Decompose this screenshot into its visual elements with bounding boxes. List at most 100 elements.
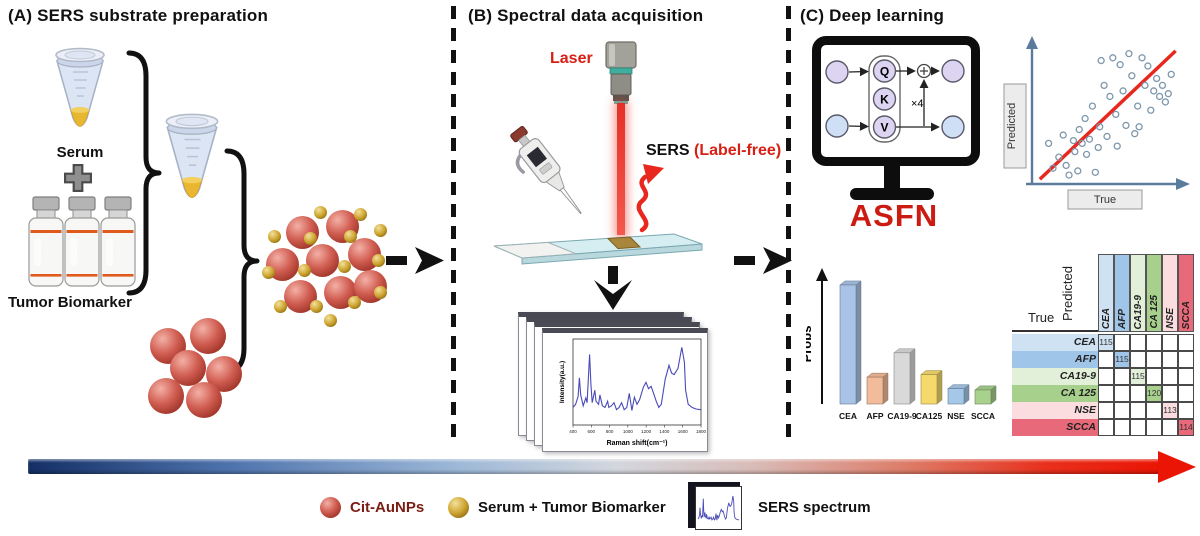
- matrix-row-label: SCCA: [1066, 421, 1096, 433]
- gold-nanoparticle: [274, 300, 287, 313]
- red-nanoparticle: [306, 244, 339, 277]
- gold-sphere-icon: [448, 497, 469, 518]
- input-node: [825, 114, 849, 138]
- sers-labelfree-label: SERS (Label-free): [646, 142, 781, 160]
- matrix-row-label: AFP: [1075, 353, 1096, 365]
- matrix-col-header: NSE: [1162, 254, 1178, 332]
- gold-nanoparticle: [338, 260, 351, 273]
- gold-nanoparticle: [268, 230, 281, 243]
- laser-head-icon: [605, 41, 637, 104]
- gold-nanoparticle: [354, 208, 367, 221]
- matrix-predicted-axis-label: Predicted: [1059, 266, 1075, 321]
- panel-c-title: (C) Deep learning: [800, 6, 945, 25]
- matrix-cell: [1178, 351, 1194, 368]
- serum-label: Serum: [56, 144, 104, 161]
- matrix-cell: [1162, 419, 1178, 436]
- input-node: [825, 60, 849, 84]
- legend-cit-aunps-label: Cit-AuNPs: [350, 499, 425, 516]
- matrix-col-header: CEA: [1098, 254, 1114, 332]
- matrix-col-header: SCCA: [1178, 254, 1194, 332]
- spectrum-ylabel: Intensity(a.u.): [559, 361, 566, 403]
- spectrum-card-front: Intensity(a.u.) Raman shift(cm⁻¹) 400 600…: [542, 328, 708, 452]
- svg-text:CA125: CA125: [916, 411, 943, 421]
- matrix-row: CEA 115: [1012, 334, 1194, 351]
- matrix-cell: [1130, 334, 1146, 351]
- svg-text:400: 400: [569, 429, 577, 434]
- query-node-label: Q: [880, 65, 889, 79]
- scattered-light-wavy-arrow: [636, 164, 664, 233]
- tumor-biomarker-label: Tumor Biomarker: [8, 294, 132, 311]
- svg-text:AFP: AFP: [867, 411, 884, 421]
- aggregated-nanoparticles-cluster: [262, 206, 388, 336]
- matrix-cell: [1114, 334, 1130, 351]
- repeat-x4-label: ×4: [911, 98, 924, 110]
- matrix-cell: [1146, 351, 1162, 368]
- gold-nanoparticle: [372, 254, 385, 267]
- gold-nanoparticle: [374, 224, 387, 237]
- matrix-cell: [1098, 402, 1114, 419]
- svg-text:SCCA: SCCA: [971, 411, 995, 421]
- matrix-col-header: CA 125: [1146, 254, 1162, 332]
- matrix-cell: [1098, 351, 1114, 368]
- output-node: [941, 59, 965, 83]
- matrix-cell: 113: [1162, 402, 1178, 419]
- matrix-col-header: AFP: [1114, 254, 1130, 332]
- matrix-cell: [1162, 334, 1178, 351]
- matrix-row: SCCA 114: [1012, 419, 1194, 436]
- glass-slide-icon: [493, 233, 703, 265]
- spectrum-xlabel: Raman shift(cm⁻¹): [607, 440, 668, 447]
- svg-text:1600: 1600: [678, 429, 689, 434]
- matrix-cell: [1146, 419, 1162, 436]
- svg-text:600: 600: [588, 429, 596, 434]
- monitor-icon: Q K V ×4: [812, 36, 980, 166]
- matrix-row: NSE 113: [1012, 402, 1194, 419]
- microtube-serum-icon: [55, 47, 105, 127]
- gold-nanoparticle: [314, 206, 327, 219]
- svg-text:1800: 1800: [696, 429, 707, 434]
- matrix-cell: 115: [1098, 334, 1114, 351]
- gold-nanoparticle: [344, 230, 357, 243]
- matrix-cell: [1114, 385, 1130, 402]
- gold-nanoparticle: [304, 232, 317, 245]
- matrix-row: CA 125 120: [1012, 385, 1194, 402]
- svg-text:NSE: NSE: [947, 411, 965, 421]
- gold-nanoparticle: [310, 300, 323, 313]
- gold-nanoparticle: [262, 266, 275, 279]
- attention-network-diagram: Q K V ×4: [825, 55, 965, 143]
- matrix-cell: 114: [1178, 419, 1194, 436]
- curly-brace: [126, 50, 162, 296]
- matrix-true-axis-label: True: [1028, 310, 1055, 325]
- red-nanoparticle: [190, 318, 226, 354]
- matrix-cell: [1162, 385, 1178, 402]
- plus-icon: [64, 164, 92, 192]
- matrix-cell: 115: [1114, 351, 1130, 368]
- laser-beam: [617, 103, 625, 235]
- matrix-cell: [1114, 368, 1130, 385]
- matrix-cell: [1114, 402, 1130, 419]
- microtube-mixture-icon: [165, 113, 219, 198]
- matrix-cell: 115: [1130, 368, 1146, 385]
- confusion-matrix: True Predicted CEA CEA 115 AFP AFP 115 CA19-9 C…: [1012, 254, 1198, 440]
- matrix-cell: [1146, 402, 1162, 419]
- panel-divider-bc: [786, 6, 791, 444]
- matrix-cell: [1146, 368, 1162, 385]
- matrix-row-label: CA 125: [1060, 387, 1096, 399]
- svg-text:1000: 1000: [623, 429, 634, 434]
- arrow-b-to-c: [734, 247, 792, 274]
- pipette-icon: [510, 125, 582, 215]
- matrix-cell: [1098, 419, 1114, 436]
- gradient-arrowhead: [1158, 451, 1196, 483]
- biomarker-vial-icon: [28, 196, 64, 287]
- laser-label: Laser: [550, 50, 593, 67]
- matrix-row: CA19-9 115: [1012, 368, 1194, 385]
- red-nanoparticle: [148, 378, 184, 414]
- monitor-base: [850, 188, 934, 200]
- matrix-cell: [1162, 351, 1178, 368]
- matrix-cell: [1178, 385, 1194, 402]
- red-nanoparticle: [186, 382, 222, 418]
- matrix-row-label: CA19-9: [1059, 370, 1096, 382]
- arrow-a-to-b: [386, 247, 444, 274]
- matrix-col-header: CA19-9: [1130, 254, 1146, 332]
- key-node-label: K: [880, 93, 889, 107]
- biomarker-vial-icon: [64, 196, 100, 287]
